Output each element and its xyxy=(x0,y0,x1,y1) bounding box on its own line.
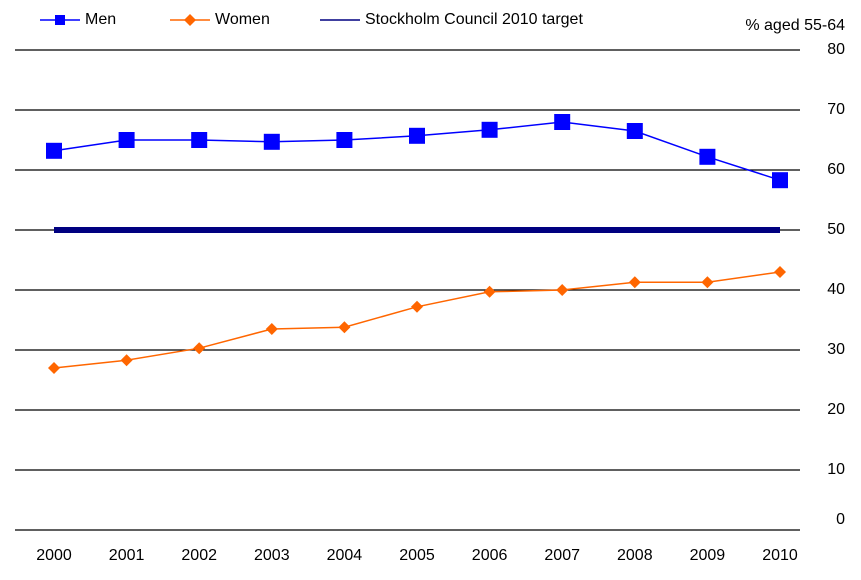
data-point xyxy=(628,276,641,289)
data-point xyxy=(699,148,716,165)
legend-marker xyxy=(184,14,196,26)
data-point xyxy=(481,121,498,138)
x-tick-label: 2010 xyxy=(762,547,798,564)
y-tick-label: 0 xyxy=(836,511,845,528)
data-point xyxy=(48,362,60,374)
data-point xyxy=(118,132,135,148)
x-tick-label: 2009 xyxy=(690,547,726,564)
x-tick-label: 2008 xyxy=(617,547,653,564)
data-point xyxy=(483,285,496,298)
x-tick-label: 2006 xyxy=(472,547,508,564)
data-point xyxy=(46,142,62,159)
y-tick-label: 70 xyxy=(827,101,845,118)
data-point xyxy=(193,342,206,355)
y-axis-label: % aged 55-64 xyxy=(745,17,845,34)
data-point xyxy=(626,123,643,139)
data-point xyxy=(120,354,133,367)
data-point xyxy=(556,284,569,296)
x-tick-label: 2005 xyxy=(399,547,435,564)
x-tick-label: 2007 xyxy=(544,547,580,564)
y-tick-label: 50 xyxy=(827,221,845,238)
legend-label: Women xyxy=(215,11,270,28)
y-tick-label: 10 xyxy=(827,461,845,478)
y-tick-label: 60 xyxy=(827,161,845,178)
x-tick-label: 2004 xyxy=(327,547,363,564)
data-point xyxy=(554,114,571,130)
y-tick-label: 20 xyxy=(827,401,845,418)
data-point xyxy=(411,300,423,313)
legend-label: Men xyxy=(85,11,116,28)
data-point xyxy=(774,266,786,278)
data-point xyxy=(191,132,208,148)
series-line xyxy=(53,271,781,369)
data-point xyxy=(338,321,351,334)
y-tick-label: 30 xyxy=(827,341,845,358)
data-point xyxy=(409,127,425,144)
data-point xyxy=(772,172,788,189)
data-point xyxy=(263,133,280,150)
y-tick-label: 80 xyxy=(827,41,845,58)
legend-marker xyxy=(55,15,65,25)
data-point xyxy=(265,323,278,335)
x-tick-label: 2002 xyxy=(181,547,217,564)
data-point xyxy=(336,132,353,148)
legend-label: Stockholm Council 2010 target xyxy=(365,11,583,28)
x-tick-label: 2003 xyxy=(254,547,290,564)
y-tick-label: 40 xyxy=(827,281,845,298)
x-tick-label: 2001 xyxy=(109,547,145,564)
data-point xyxy=(701,276,714,289)
x-tick-label: 2000 xyxy=(36,547,72,564)
